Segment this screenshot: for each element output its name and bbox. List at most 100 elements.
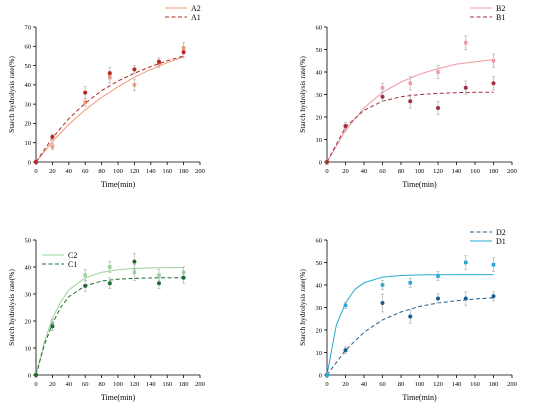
x-tick-label: 160 — [162, 168, 172, 175]
legend-label-a2: A2 — [191, 4, 201, 13]
legend-label-b1: B1 — [496, 13, 505, 22]
x-tick-label: 40 — [66, 168, 73, 175]
data-point — [50, 144, 55, 149]
x-tick-label: 20 — [49, 381, 56, 388]
x-tick-label: 20 — [342, 168, 349, 175]
x-axis-title: Time(min) — [402, 393, 437, 402]
y-tick-label: 0 — [319, 372, 322, 379]
data-point — [181, 275, 186, 280]
data-point — [107, 281, 112, 286]
legend-label-a1: A1 — [191, 13, 201, 22]
data-point — [491, 294, 496, 299]
y-axis-title: Starch hydrolysis rate(%) — [298, 56, 307, 133]
data-point — [491, 81, 496, 86]
data-point — [34, 373, 38, 377]
data-point — [408, 99, 413, 104]
x-tick-label: 20 — [342, 381, 349, 388]
x-tick-label: 140 — [146, 381, 156, 388]
x-tick-label: 200 — [507, 168, 517, 175]
series-a1 — [34, 45, 186, 165]
data-point — [380, 85, 385, 90]
data-point — [83, 283, 88, 288]
x-tick-label: 40 — [361, 381, 368, 388]
x-tick-label: 200 — [195, 168, 205, 175]
fit-curve-d2 — [326, 297, 494, 376]
panel-c: 0 20 40 60 80 100 120 140 160 180 200 0 10 20 30 40 50 Ti… — [7, 237, 205, 402]
x-tick-label: 40 — [361, 168, 368, 175]
data-point — [34, 160, 38, 164]
data-point — [325, 160, 329, 164]
x-tick-label: 120 — [130, 168, 140, 175]
x-tick-label: 40 — [66, 381, 73, 388]
y-tick-label: 50 — [316, 47, 323, 54]
y-tick-label: 0 — [28, 159, 31, 166]
data-point — [50, 324, 55, 329]
data-point — [436, 274, 440, 278]
y-tick-label: 0 — [319, 159, 322, 166]
y-tick-label: 50 — [25, 63, 32, 70]
data-point — [463, 85, 468, 90]
x-tick-label: 160 — [470, 168, 480, 175]
x-tick-label: 100 — [113, 168, 123, 175]
data-point — [408, 314, 413, 319]
x-tick-label: 200 — [507, 381, 517, 388]
x-tick-label: 60 — [379, 168, 386, 175]
y-tick-label: 0 — [28, 372, 31, 379]
x-tick-label: 180 — [489, 168, 499, 175]
data-point — [157, 281, 161, 286]
x-tick-label: 0 — [34, 381, 37, 388]
y-axis-title: Starch hydrolysis rate(%) — [7, 56, 16, 133]
data-point — [108, 265, 112, 269]
y-tick-label: 60 — [316, 237, 323, 244]
x-tick-label: 140 — [452, 381, 462, 388]
data-point — [463, 40, 468, 45]
series-b1 — [325, 76, 496, 165]
data-point — [436, 70, 440, 74]
data-point — [83, 90, 88, 95]
data-point — [343, 348, 348, 353]
series-d2 — [325, 291, 496, 378]
y-tick-label: 30 — [25, 291, 32, 298]
x-tick-label: 180 — [179, 168, 189, 175]
legend-label-d2: D2 — [496, 228, 506, 237]
x-tick-label: 0 — [325, 168, 328, 175]
y-tick-label: 40 — [25, 82, 32, 89]
data-point — [491, 58, 496, 63]
x-tick-label: 100 — [415, 168, 425, 175]
series-a2 — [34, 42, 186, 165]
data-point — [343, 303, 348, 308]
data-point — [408, 81, 413, 86]
x-axis-title: Time(min) — [101, 393, 136, 402]
panel-d: 0 20 40 60 80 100 120 140 160 180 200 0 10 20 30 40 50 60… — [298, 228, 517, 402]
data-point — [132, 270, 137, 275]
x-tick-label: 60 — [82, 168, 89, 175]
series-c1 — [34, 253, 186, 379]
fit-curve-d1 — [326, 274, 494, 376]
x-tick-label: 100 — [113, 381, 123, 388]
data-point — [380, 94, 385, 99]
x-tick-label: 120 — [130, 381, 140, 388]
data-point — [380, 283, 385, 287]
data-point — [132, 83, 137, 87]
data-point — [436, 106, 440, 110]
legend-label-c1: C1 — [68, 260, 77, 269]
x-tick-label: 80 — [98, 381, 105, 388]
y-tick-label: 10 — [25, 345, 32, 352]
legend-label-c2: C2 — [68, 251, 77, 260]
y-tick-label: 20 — [25, 318, 32, 325]
panel-a: 0 20 40 60 80 100 120 140 160 180 200 0 10 20 30 40 50 60… — [7, 4, 205, 189]
y-tick-label: 70 — [25, 24, 32, 31]
x-tick-label: 160 — [470, 381, 480, 388]
y-tick-label: 50 — [316, 260, 323, 267]
y-tick-label: 40 — [316, 69, 323, 76]
x-tick-label: 160 — [162, 381, 172, 388]
data-point — [463, 260, 468, 265]
y-tick-label: 20 — [316, 114, 323, 121]
data-point — [157, 273, 161, 277]
x-tick-label: 60 — [82, 381, 89, 388]
y-axis-title: Starch hydrolysis rate(%) — [298, 269, 307, 346]
data-point — [83, 100, 87, 105]
legend-label-b2: B2 — [496, 4, 505, 13]
